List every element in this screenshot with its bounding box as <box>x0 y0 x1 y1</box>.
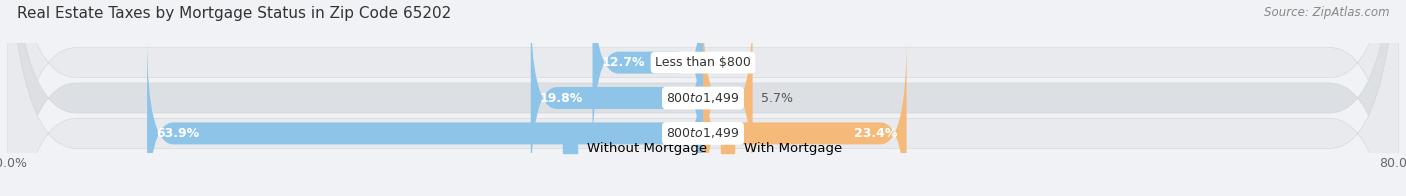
Text: 23.4%: 23.4% <box>855 127 898 140</box>
Text: Source: ZipAtlas.com: Source: ZipAtlas.com <box>1264 6 1389 19</box>
FancyBboxPatch shape <box>530 3 703 193</box>
FancyBboxPatch shape <box>703 3 752 193</box>
FancyBboxPatch shape <box>592 0 703 158</box>
FancyBboxPatch shape <box>7 0 1399 196</box>
Text: 5.7%: 5.7% <box>761 92 793 104</box>
Text: 0.0%: 0.0% <box>711 56 744 69</box>
FancyBboxPatch shape <box>148 38 703 196</box>
Text: 63.9%: 63.9% <box>156 127 198 140</box>
Text: Less than $800: Less than $800 <box>655 56 751 69</box>
Legend: Without Mortgage, With Mortgage: Without Mortgage, With Mortgage <box>564 142 842 155</box>
Text: $800 to $1,499: $800 to $1,499 <box>666 91 740 105</box>
FancyBboxPatch shape <box>7 0 1399 196</box>
Text: 19.8%: 19.8% <box>540 92 582 104</box>
FancyBboxPatch shape <box>703 38 907 196</box>
FancyBboxPatch shape <box>7 0 1399 196</box>
Text: Real Estate Taxes by Mortgage Status in Zip Code 65202: Real Estate Taxes by Mortgage Status in … <box>17 6 451 21</box>
Text: 12.7%: 12.7% <box>602 56 645 69</box>
Text: $800 to $1,499: $800 to $1,499 <box>666 126 740 140</box>
